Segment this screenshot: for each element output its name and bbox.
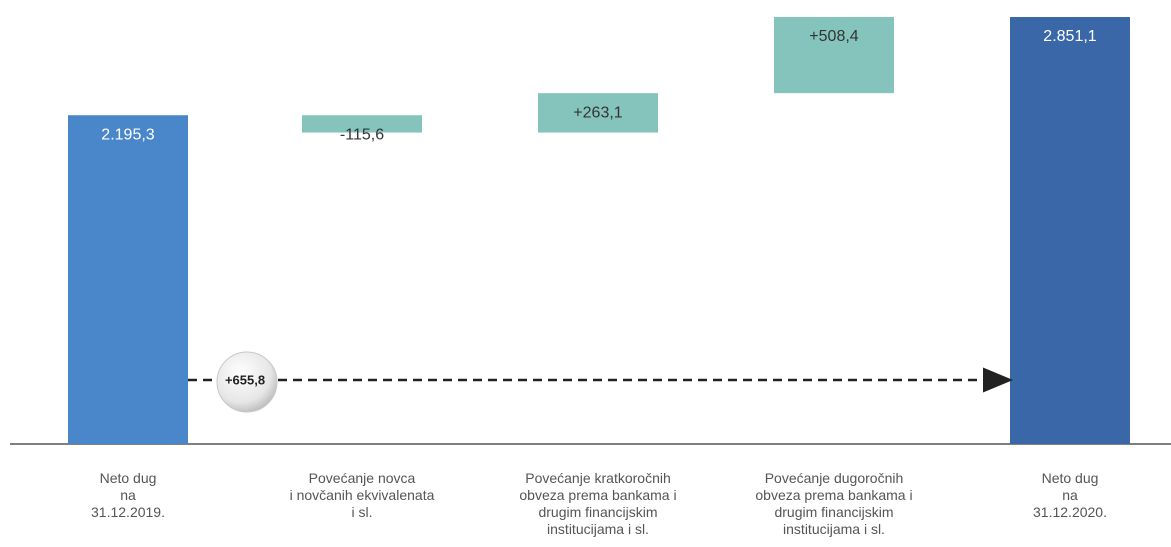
value-label: 2.851,1 xyxy=(1043,28,1096,45)
bar xyxy=(538,93,658,133)
value-label: +508,4 xyxy=(809,28,858,45)
x-tick-label: Povećanje novca i novčanih ekvivalenata … xyxy=(289,470,435,520)
bar xyxy=(1010,17,1130,444)
x-tick-label: Povećanje dugoročnih obveza prema bankam… xyxy=(755,470,913,537)
x-tick-label: Neto dug na 31.12.2019. xyxy=(91,470,165,520)
value-label: 2.195,3 xyxy=(101,126,154,143)
x-tick-label: Neto dug na 31.12.2020. xyxy=(1033,470,1107,520)
value-label: +263,1 xyxy=(573,104,622,121)
bar xyxy=(68,115,188,444)
bar xyxy=(774,17,894,94)
x-tick-label: Povećanje kratkoročnih obveza prema bank… xyxy=(519,470,677,537)
annotation-bubble xyxy=(216,351,278,413)
annotation-label: +655,8 xyxy=(225,372,265,387)
bar xyxy=(302,115,422,133)
value-label: -115,6 xyxy=(340,126,384,143)
